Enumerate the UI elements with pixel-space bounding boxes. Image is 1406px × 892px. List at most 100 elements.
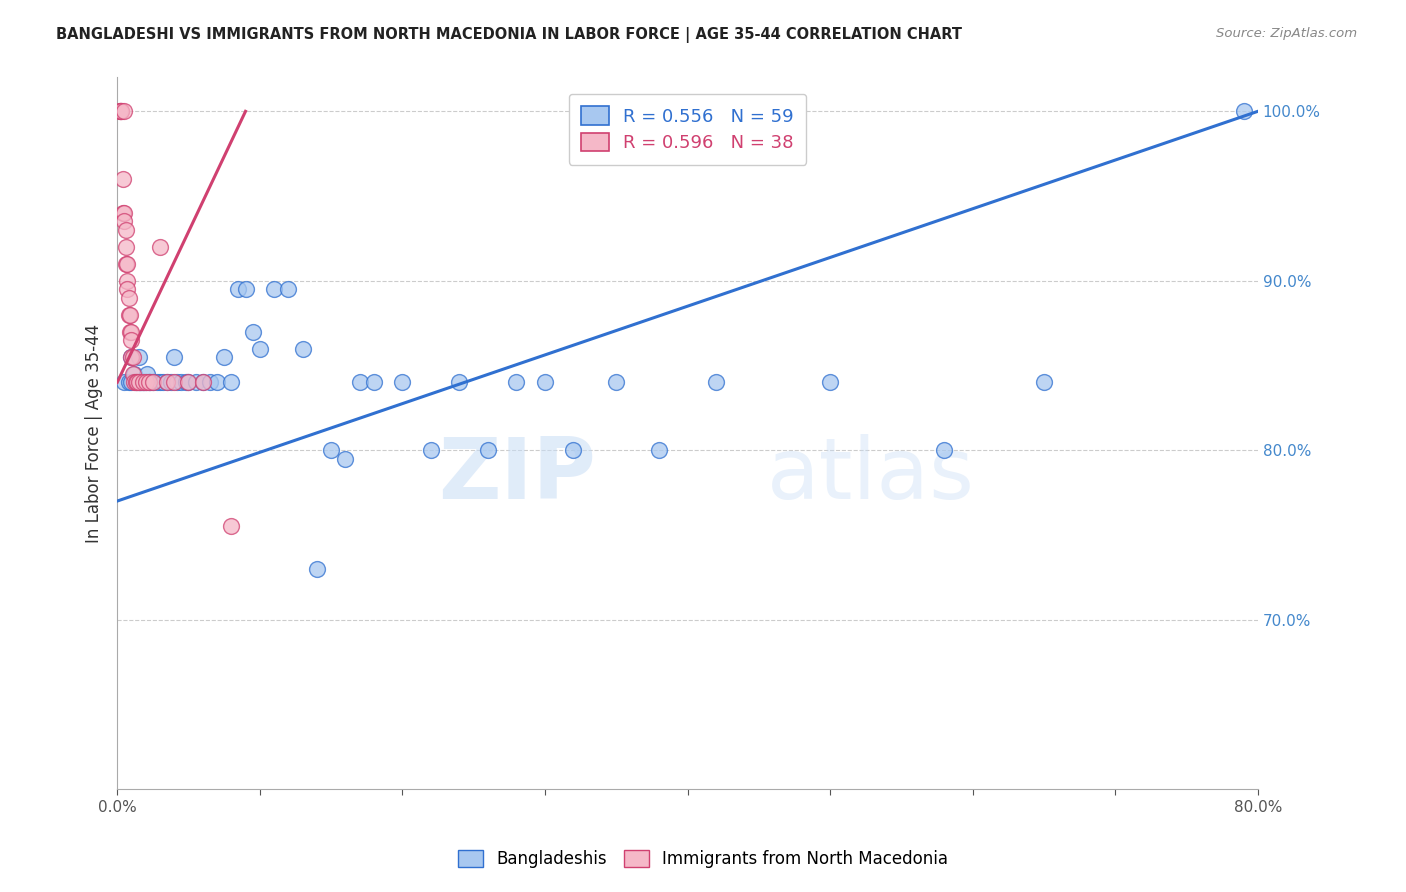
Point: [129, 376, 152, 390]
Point: [108, 104, 131, 119]
Text: atlas: atlas: [768, 434, 976, 517]
Point: [128, 376, 150, 390]
Point: [1232, 104, 1254, 119]
Point: [114, 257, 136, 271]
Point: [319, 443, 342, 458]
Point: [242, 325, 264, 339]
Point: [391, 376, 413, 390]
Legend: R = 0.556   N = 59, R = 0.596   N = 38: R = 0.556 N = 59, R = 0.596 N = 38: [569, 94, 806, 165]
Point: [449, 376, 471, 390]
Point: [163, 350, 186, 364]
Point: [149, 376, 172, 390]
Point: [152, 376, 174, 390]
Point: [111, 172, 134, 186]
Point: [108, 104, 131, 119]
Point: [139, 376, 162, 390]
Point: [349, 376, 371, 390]
Point: [156, 376, 179, 390]
Point: [219, 519, 242, 533]
Point: [120, 325, 142, 339]
Point: [122, 350, 145, 364]
Point: [1033, 376, 1056, 390]
Point: [127, 376, 149, 390]
Point: [419, 443, 441, 458]
Point: [111, 206, 134, 220]
Point: [120, 376, 142, 390]
Point: [277, 282, 299, 296]
Point: [132, 376, 155, 390]
Text: ZIP: ZIP: [439, 434, 596, 517]
Point: [174, 376, 197, 390]
Point: [115, 257, 138, 271]
Point: [110, 104, 132, 119]
Point: [704, 376, 727, 390]
Point: [562, 443, 585, 458]
Point: [163, 376, 186, 390]
Point: [934, 443, 956, 458]
Point: [118, 325, 141, 339]
Point: [818, 376, 841, 390]
Point: [249, 342, 271, 356]
Point: [115, 282, 138, 296]
Point: [134, 376, 156, 390]
Point: [122, 367, 145, 381]
Point: [112, 206, 135, 220]
Point: [160, 376, 183, 390]
Point: [170, 376, 193, 390]
Point: [114, 223, 136, 237]
Point: [118, 308, 141, 322]
Point: [142, 376, 165, 390]
Point: [114, 240, 136, 254]
Point: [117, 291, 139, 305]
Text: Source: ZipAtlas.com: Source: ZipAtlas.com: [1216, 27, 1357, 40]
Legend: Bangladeshis, Immigrants from North Macedonia: Bangladeshis, Immigrants from North Mace…: [451, 843, 955, 875]
Point: [131, 376, 153, 390]
Point: [156, 376, 179, 390]
Text: BANGLADESHI VS IMMIGRANTS FROM NORTH MACEDONIA IN LABOR FORCE | AGE 35-44 CORREL: BANGLADESHI VS IMMIGRANTS FROM NORTH MAC…: [56, 27, 962, 43]
Point: [305, 562, 328, 576]
Point: [120, 350, 142, 364]
Y-axis label: In Labor Force | Age 35-44: In Labor Force | Age 35-44: [86, 324, 103, 543]
Point: [219, 376, 242, 390]
Point: [138, 376, 160, 390]
Point: [117, 308, 139, 322]
Point: [142, 376, 165, 390]
Point: [363, 376, 385, 390]
Point: [149, 240, 172, 254]
Point: [112, 214, 135, 228]
Point: [117, 376, 139, 390]
Point: [136, 367, 159, 381]
Point: [124, 376, 146, 390]
Point: [115, 274, 138, 288]
Point: [135, 376, 157, 390]
Point: [177, 376, 200, 390]
Point: [125, 376, 148, 390]
Point: [291, 342, 314, 356]
Point: [605, 376, 627, 390]
Point: [166, 376, 188, 390]
Point: [125, 376, 148, 390]
Point: [648, 443, 671, 458]
Point: [205, 376, 228, 390]
Point: [138, 376, 160, 390]
Point: [534, 376, 557, 390]
Point: [198, 376, 221, 390]
Point: [110, 104, 132, 119]
Point: [235, 282, 257, 296]
Point: [505, 376, 527, 390]
Point: [128, 350, 150, 364]
Point: [112, 104, 135, 119]
Point: [184, 376, 207, 390]
Point: [124, 367, 146, 381]
Point: [191, 376, 214, 390]
Point: [120, 350, 142, 364]
Point: [132, 376, 155, 390]
Point: [335, 451, 357, 466]
Point: [128, 376, 150, 390]
Point: [212, 350, 235, 364]
Point: [135, 376, 157, 390]
Point: [177, 376, 200, 390]
Point: [477, 443, 499, 458]
Point: [146, 376, 169, 390]
Point: [228, 282, 250, 296]
